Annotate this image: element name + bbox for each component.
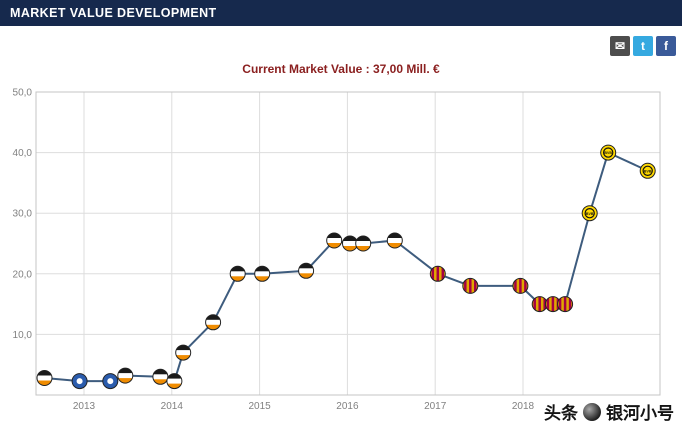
plot-border — [35, 91, 661, 396]
x-tick-label: 2013 — [73, 401, 96, 412]
y-tick-label: 40,0 — [13, 148, 33, 159]
title-bar: MARKET VALUE DEVELOPMENT — [0, 0, 682, 26]
data-point-valencia[interactable] — [355, 235, 372, 252]
data-point-dortmund[interactable]: BVB — [600, 144, 617, 161]
y-tick-label: 20,0 — [13, 269, 33, 280]
x-tick-label: 2017 — [424, 401, 447, 412]
page-title: MARKET VALUE DEVELOPMENT — [10, 6, 217, 20]
x-tick-label: 2018 — [512, 401, 535, 412]
data-point-valencia[interactable] — [254, 265, 271, 282]
data-point-valencia[interactable] — [175, 344, 192, 361]
market-value-line — [44, 151, 649, 383]
market-value-chart: 10,0 20,0 30,0 40,0 50,0 2013 2014 2015 2016 2017… — [0, 78, 682, 424]
data-point-valencia[interactable] — [342, 235, 358, 252]
share-buttons: ✉ t f — [610, 36, 676, 56]
data-point-getafe[interactable] — [71, 373, 88, 390]
watermark-logo-icon — [583, 402, 601, 421]
data-point-valencia[interactable] — [152, 368, 169, 385]
watermark: 头条 银河小号 — [540, 399, 674, 424]
data-point-valencia[interactable] — [166, 373, 183, 390]
current-market-value-label: Current Market Value : 37,00 Mill. € — [242, 62, 440, 76]
data-point-barcelona[interactable] — [531, 296, 548, 313]
watermark-brand: 头条 — [544, 404, 578, 423]
data-point-barcelona[interactable] — [429, 265, 446, 282]
data-point-barcelona[interactable] — [512, 277, 529, 294]
y-tick-label: 50,0 — [13, 88, 33, 99]
x-tick-label: 2016 — [336, 401, 359, 412]
data-point-getafe[interactable] — [102, 373, 119, 390]
email-share-icon[interactable]: ✉ — [610, 36, 630, 56]
y-tick-label: 30,0 — [13, 209, 33, 220]
data-point-valencia[interactable] — [229, 265, 246, 282]
x-tick-label: 2015 — [248, 401, 271, 412]
data-point-valencia[interactable] — [298, 262, 315, 279]
data-point-dortmund[interactable]: BVB — [639, 162, 656, 179]
data-point-valencia[interactable] — [117, 367, 134, 384]
twitter-share-icon[interactable]: t — [633, 36, 653, 56]
x-tick-label: 2014 — [161, 401, 184, 412]
svg-text:BVB: BVB — [644, 169, 652, 173]
data-point-barcelona[interactable] — [462, 277, 479, 294]
watermark-handle: 银河小号 — [606, 404, 674, 423]
facebook-share-icon[interactable]: f — [656, 36, 676, 56]
y-tick-label: 10,0 — [13, 330, 33, 341]
data-point-valencia[interactable] — [326, 232, 343, 249]
data-point-valencia[interactable] — [36, 370, 53, 386]
svg-text:BVB: BVB — [604, 151, 612, 155]
svg-text:BVB: BVB — [586, 212, 594, 216]
data-point-valencia[interactable] — [386, 232, 403, 249]
data-point-valencia[interactable] — [205, 314, 222, 331]
data-point-dortmund[interactable]: BVB — [581, 205, 598, 222]
data-point-barcelona[interactable] — [557, 296, 574, 313]
